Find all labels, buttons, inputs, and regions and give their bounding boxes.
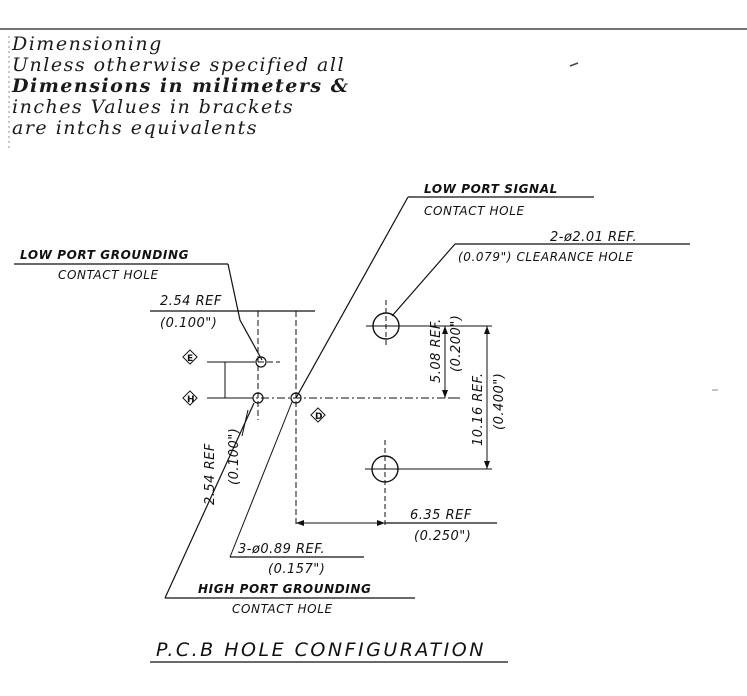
note-line-2: Unless otherwise specified all: [12, 54, 346, 76]
dim-arrow-6-35-left: [296, 520, 304, 526]
horiz-pitch-mm: 2.54 REF: [160, 294, 222, 309]
low-port-grounding-label: LOW PORT GROUNDING: [20, 248, 189, 262]
horiz-pitch-in: (0.100"): [160, 316, 217, 331]
low-port-grounding-hole: [255, 356, 267, 368]
low-port-signal-leader: [295, 196, 409, 399]
vert-pitch-mm: 2.54 REF: [203, 443, 218, 505]
high-port-grounding-hole: [252, 392, 264, 404]
marker-right-label: D: [315, 412, 322, 422]
low-port-grounding-leader: [227, 263, 263, 361]
dim-arrow-5-08-top: [442, 326, 448, 334]
offset-in: (0.250"): [414, 529, 471, 544]
dim-arrow-5-08-bottom: [442, 390, 448, 398]
note-line-1: Dimensioning: [12, 33, 163, 55]
small-hole-leader: [229, 401, 293, 558]
dim-arrow-6-35-right: [377, 520, 385, 526]
marker-right: [310, 407, 326, 423]
marker-mid-label: H: [187, 395, 195, 405]
clearance-hole-label: 2-ø2.01 REF.: [550, 230, 637, 245]
small-hole-mm: 3-ø0.89 REF.: [238, 542, 325, 557]
marker-mid: [182, 390, 198, 406]
clearance-hole-leader: [391, 243, 456, 317]
clearance-full-mm: 10.16 REF.: [471, 372, 486, 446]
marker-top: [182, 349, 198, 365]
note-line-3: Dimensions in milimeters &: [12, 75, 350, 97]
small-hole-in: (0.157"): [268, 562, 325, 577]
clearance-hole-label-2: (0.079") CLEARANCE HOLE: [458, 250, 634, 264]
low-port-signal-hole: [290, 392, 302, 404]
low-port-signal-label-2: CONTACT HOLE: [424, 204, 525, 218]
note-line-4: inches Values in brackets: [12, 96, 295, 118]
dim-arrow-10-16-bottom: [484, 461, 490, 469]
vert-pitch-in: (0.100"): [227, 428, 242, 485]
note-line-5: are intchs equivalents: [12, 117, 259, 139]
high-port-grounding-leader: [164, 402, 255, 599]
low-port-signal-label: LOW PORT SIGNAL: [424, 182, 558, 196]
marker-top-label: E: [187, 354, 193, 364]
dim-arrow-10-16-top: [484, 326, 490, 334]
high-port-grounding-label: HIGH PORT GROUNDING: [198, 582, 371, 596]
clearance-full-in: (0.400"): [492, 373, 507, 430]
speck-1: [569, 62, 579, 67]
drawing-title: P.C.B HOLE CONFIGURATION: [156, 639, 486, 661]
offset-mm: 6.35 REF: [410, 508, 472, 523]
clearance-half-mm: 5.08 REF.: [429, 318, 444, 383]
dimensioning-note: Dimensioning Unless otherwise specified …: [12, 34, 349, 139]
high-port-grounding-label-2: CONTACT HOLE: [232, 602, 333, 616]
low-port-grounding-label-2: CONTACT HOLE: [58, 268, 159, 282]
clearance-half-in: (0.200"): [449, 315, 464, 372]
